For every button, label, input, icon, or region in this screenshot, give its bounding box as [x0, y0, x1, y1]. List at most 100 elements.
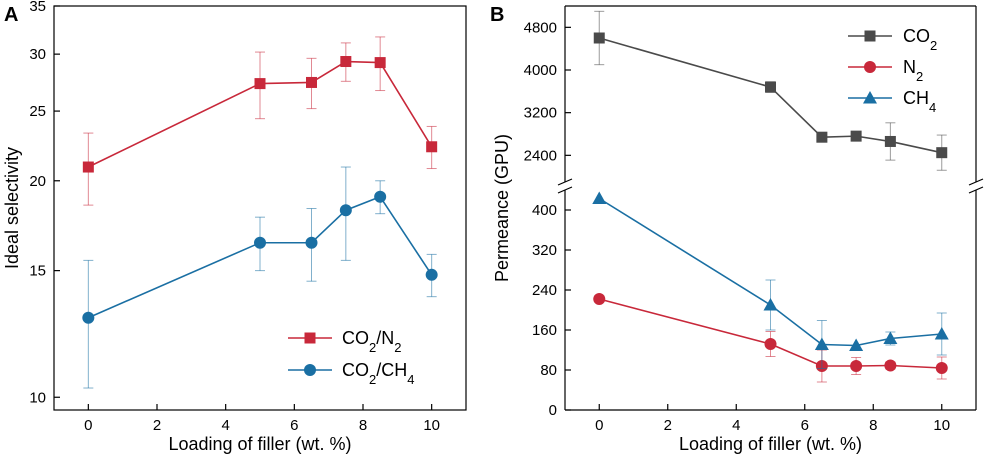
y-tick-label: 0: [549, 402, 557, 419]
panel-label: B: [490, 4, 504, 26]
legend-label: CO2: [903, 26, 937, 53]
data-point: [884, 135, 896, 147]
legend-label-mid: /CH: [376, 360, 407, 380]
y-tick-label: 25: [29, 103, 46, 120]
legend-label-sub: 2: [369, 372, 376, 387]
data-point: [849, 338, 864, 351]
plot-frame: [53, 5, 467, 411]
data-point: [426, 141, 438, 153]
data-point: [763, 298, 778, 311]
x-tick-label: 8: [359, 417, 367, 434]
x-tick-label: 10: [933, 417, 950, 434]
legend-label-sub2: 2: [394, 340, 401, 355]
axis-break-mark: [968, 186, 984, 194]
legend-marker: [864, 30, 876, 42]
legend-label-mid: /N: [376, 328, 394, 348]
legend-label: CH4: [903, 88, 936, 115]
legend-label-base: CO: [903, 26, 930, 46]
y-axis-label: Ideal selectivity: [2, 147, 22, 269]
y-tick-label: 30: [29, 46, 46, 63]
axis-break-mark: [557, 178, 573, 186]
x-tick-label: 6: [801, 417, 809, 434]
legend-marker: [304, 364, 316, 376]
y-tick-label: 4800: [524, 19, 557, 36]
legend-marker: [864, 61, 876, 73]
data-point: [254, 78, 266, 90]
panel-label: A: [4, 4, 18, 26]
x-tick-label: 0: [84, 417, 92, 434]
y-axis-label: Permeance (GPU): [492, 134, 512, 282]
data-point: [816, 131, 828, 143]
x-tick-label: 10: [423, 417, 440, 434]
data-point: [884, 359, 897, 372]
y-tick-label: 35: [29, 0, 46, 15]
y-tick-label: 10: [29, 389, 46, 406]
legend-label: CO2/N2: [342, 328, 401, 355]
legend-label: N2: [903, 57, 923, 84]
x-axis-label: Loading of filler (wt. %): [679, 434, 862, 454]
y-tick-label: 400: [532, 202, 557, 219]
data-point: [883, 331, 898, 344]
legend-label-sub: 2: [930, 38, 937, 53]
data-point: [305, 236, 318, 249]
data-point: [82, 161, 94, 173]
y-tick-label: 240: [532, 282, 557, 299]
axis-break-mark: [968, 178, 984, 186]
series-line: [88, 195, 433, 319]
data-point: [593, 293, 606, 305]
series-1: [82, 36, 438, 206]
series-line: [599, 37, 942, 154]
data-point: [82, 311, 95, 324]
data-point: [765, 81, 776, 93]
y-tick-label: 15: [29, 263, 46, 280]
legend-marker: [863, 91, 877, 104]
data-point: [254, 236, 266, 249]
legend-label-sub: 4: [929, 100, 936, 115]
x-tick-label: 8: [869, 417, 877, 434]
x-tick-label: 6: [290, 417, 298, 434]
x-tick-label: 4: [732, 417, 740, 434]
legend-label: CO2/CH4: [342, 360, 414, 387]
data-point: [935, 362, 948, 374]
x-tick-label: 2: [153, 417, 161, 434]
legend-marker: [304, 332, 316, 344]
data-point: [814, 337, 829, 350]
legend-label-base: CO: [342, 360, 369, 380]
data-point: [934, 327, 949, 340]
data-point: [764, 338, 777, 350]
legend-label-base: CO: [342, 328, 369, 348]
y-tick-label: 80: [540, 362, 557, 379]
data-point: [339, 204, 352, 217]
series-1: [593, 10, 948, 171]
axis-break-mark: [557, 186, 573, 194]
x-tick-label: 0: [595, 417, 603, 434]
legend-label-base: N: [903, 57, 916, 77]
data-point: [340, 56, 352, 68]
series-line: [598, 197, 942, 347]
data-point: [850, 130, 862, 142]
data-point: [936, 147, 948, 159]
y-tick-label: 4000: [524, 62, 557, 79]
y-tick-label: 20: [29, 173, 46, 190]
data-point: [850, 360, 863, 372]
x-tick-label: 2: [664, 417, 672, 434]
data-point: [306, 76, 317, 88]
data-point: [374, 57, 386, 69]
legend-label-sub: 2: [916, 69, 923, 84]
series-line: [87, 60, 433, 168]
series-line: [599, 298, 942, 369]
legend-label-base: CH: [903, 88, 929, 108]
data-point: [425, 268, 438, 281]
y-tick-label: 2400: [524, 147, 557, 164]
legend-label-sub2: 4: [407, 372, 414, 387]
series-2: [82, 166, 438, 389]
y-tick-label: 160: [532, 322, 557, 339]
legend-label-sub: 2: [369, 340, 376, 355]
x-axis-label: Loading of filler (wt. %): [168, 434, 351, 454]
series-3: [592, 191, 949, 369]
panel-a: 0 2 4 6 8 10 10 15 20 25 30 35 Loading of filler (wt…: [2, 0, 467, 454]
panel-b: 0 2 4 6 8 10 2400 3200 4000 4800 0 80 160 240 320 400 Lo…: [490, 4, 984, 454]
